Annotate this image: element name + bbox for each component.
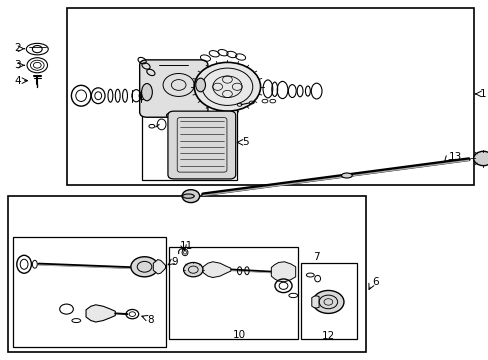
Ellipse shape (166, 113, 176, 118)
Polygon shape (311, 296, 319, 308)
Text: 1: 1 (479, 89, 485, 99)
Polygon shape (203, 262, 230, 278)
Polygon shape (153, 260, 165, 274)
Text: 9: 9 (171, 257, 178, 267)
Ellipse shape (182, 194, 194, 198)
Text: 6: 6 (371, 277, 378, 287)
Bar (13, 237, 166, 347)
Text: 11: 11 (180, 241, 193, 251)
Circle shape (312, 291, 343, 314)
Polygon shape (271, 262, 295, 282)
FancyBboxPatch shape (167, 111, 235, 179)
Bar (142, 92, 237, 180)
Text: 13: 13 (448, 152, 462, 162)
FancyBboxPatch shape (140, 60, 207, 117)
Text: 8: 8 (147, 315, 153, 325)
Bar (66, 8, 473, 185)
Text: 10: 10 (233, 330, 245, 340)
Bar (300, 263, 356, 338)
Bar (8, 196, 366, 352)
Bar (168, 247, 298, 338)
Circle shape (183, 262, 203, 277)
Text: 7: 7 (313, 252, 319, 262)
Text: 5: 5 (242, 138, 248, 147)
Polygon shape (86, 305, 115, 322)
Text: 2: 2 (15, 43, 21, 53)
Ellipse shape (341, 173, 351, 178)
Circle shape (182, 190, 199, 203)
Ellipse shape (142, 84, 152, 101)
Text: 3: 3 (15, 59, 21, 69)
Circle shape (131, 257, 158, 277)
Circle shape (194, 62, 260, 111)
Circle shape (473, 151, 488, 166)
Text: 4: 4 (15, 76, 21, 86)
Text: 12: 12 (321, 331, 334, 341)
Ellipse shape (195, 78, 205, 92)
